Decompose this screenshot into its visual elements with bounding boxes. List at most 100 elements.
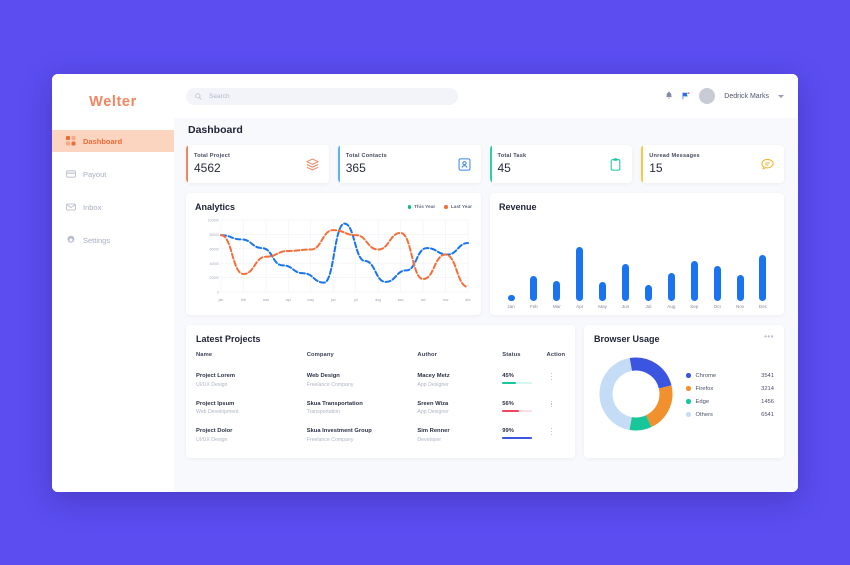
layers-icon (305, 157, 320, 172)
sidebar-item-inbox[interactable]: Inbox (52, 196, 174, 218)
revenue-bar (644, 284, 652, 301)
sidebar-item-settings[interactable]: Settings (52, 229, 174, 251)
legend-dot (686, 412, 691, 417)
revenue-bar (759, 255, 767, 301)
projects-table: Name Company Author Status Action Projec… (196, 352, 565, 450)
flag-icon[interactable] (682, 87, 690, 105)
cell-secondary: Developer (417, 436, 442, 443)
latest-projects-card: Latest Projects Name Company Author Stat… (186, 325, 575, 458)
gear-icon (66, 235, 76, 245)
sidebar-item-dashboard[interactable]: Dashboard (52, 130, 174, 152)
revenue-bar (507, 294, 515, 301)
table-row[interactable]: Project Ipsum Web Development Skua Transpo… (196, 395, 565, 423)
revenue-bar-column: Dec (755, 255, 771, 309)
cell-company: Skua Transportation Transportation (307, 395, 418, 423)
analytics-title: Analytics (195, 202, 236, 212)
more-options-icon[interactable] (547, 400, 557, 408)
svg-text:jul: jul (353, 298, 358, 302)
donut-segment (629, 415, 652, 431)
legend-dot (686, 386, 691, 391)
revenue-bar-label: Mar (552, 304, 561, 309)
cell-company: Skua Investment Group Freelance Company (307, 422, 418, 450)
revenue-bar (667, 273, 675, 301)
browser-value: 6541 (761, 411, 774, 418)
stat-card-total-project[interactable]: Total Project 4562 (186, 145, 329, 183)
svg-text:nov: nov (443, 298, 449, 302)
stat-label: Total Contacts (345, 153, 387, 159)
cell-primary: Web Design (306, 373, 340, 379)
svg-text:0: 0 (217, 291, 219, 295)
card-icon (66, 169, 76, 179)
revenue-bar-label: Apr (576, 304, 584, 309)
svg-text:aug: aug (375, 298, 381, 302)
cell-primary: Skua Transportation (306, 400, 363, 407)
browser-name: Firefox (695, 385, 714, 392)
ellipsis-icon[interactable]: ••• (764, 332, 774, 341)
revenue-bar (713, 265, 721, 301)
revenue-title: Revenue (499, 202, 537, 212)
cell-action (547, 367, 565, 395)
table-row[interactable]: Project Dolor UI/UX Design Skua Investment… (196, 422, 565, 450)
browser-value: 3541 (761, 372, 774, 379)
svg-text:80000: 80000 (210, 233, 220, 237)
analytics-header: Analytics This Year Last Year (195, 202, 472, 212)
browser-usage-row: Firefox 3214 (686, 386, 774, 392)
search-placeholder: Search (209, 92, 230, 100)
column-header-action: Action (546, 352, 566, 358)
topbar: Search Dedrick Marks (174, 74, 798, 118)
stat-card-unread-messages[interactable]: Unread Messages 15 (641, 145, 784, 183)
cell-status: 45% (502, 367, 546, 395)
table-row[interactable]: Project Lorem UI/UX Design Web Design Freel… (196, 367, 565, 395)
brand-logo: Welter (89, 94, 137, 110)
revenue-bar-label: Jul (645, 304, 652, 309)
topbar-actions: Dedrick Marks (665, 87, 784, 105)
search-input[interactable]: Search (186, 87, 458, 105)
column-header-name: Name (196, 352, 213, 358)
cell-secondary: Freelance Company (306, 381, 354, 388)
chevron-down-icon[interactable] (778, 94, 784, 98)
revenue-bar-column: Nov (732, 275, 748, 309)
sidebar: Welter Dashboard Payout Inbox (52, 74, 174, 492)
dashboard-window: Welter Dashboard Payout Inbox (52, 74, 798, 492)
svg-text:20000: 20000 (210, 276, 220, 280)
stat-label: Total Task (497, 153, 527, 159)
cell-secondary: App Designer (417, 381, 449, 388)
cell-name: Project Lorem UI/UX Design (196, 367, 307, 395)
cell-primary: Project Lorem (196, 373, 235, 379)
revenue-bar-label: Nov (735, 304, 745, 309)
revenue-bar-column: Aug (663, 273, 679, 309)
svg-text:feb: feb (241, 298, 246, 302)
svg-text:may: may (307, 298, 314, 302)
revenue-bar-label: Oct (713, 304, 721, 309)
stat-card-total-contacts[interactable]: Total Contacts 365 (337, 145, 481, 183)
status-progress-bar (502, 437, 533, 440)
more-options-icon[interactable] (547, 373, 557, 380)
revenue-bar (576, 246, 584, 301)
cell-secondary: Freelance Company (306, 436, 354, 443)
revenue-bar-label: Dec (758, 304, 768, 309)
cell-secondary: Web Development (196, 409, 239, 415)
contact-icon (457, 157, 472, 172)
donut-segment (629, 357, 672, 389)
avatar[interactable] (699, 88, 716, 104)
status-progress-bar (502, 382, 533, 385)
search-icon (195, 87, 202, 105)
browser-usage-donut (594, 352, 678, 436)
page-title: Dashboard (188, 124, 243, 136)
user-name: Dedrick Marks (724, 92, 769, 100)
revenue-bar-label: Feb (529, 304, 538, 309)
stat-card-total-task[interactable]: Total Task 45 (489, 145, 633, 183)
svg-text:dec: dec (465, 298, 471, 302)
envelope-icon (66, 202, 76, 212)
stat-label: Total Project (194, 153, 231, 159)
cell-status: 99% (502, 422, 546, 450)
stat-value: 45 (497, 161, 511, 175)
clipboard-icon (608, 157, 623, 172)
sidebar-item-payout[interactable]: Payout (52, 163, 174, 185)
bell-icon[interactable] (665, 87, 673, 105)
cell-primary: Macey Metz (417, 373, 450, 379)
revenue-bar-column: Oct (709, 265, 725, 309)
browser-name: Others (695, 411, 713, 418)
more-options-icon[interactable] (547, 428, 557, 435)
